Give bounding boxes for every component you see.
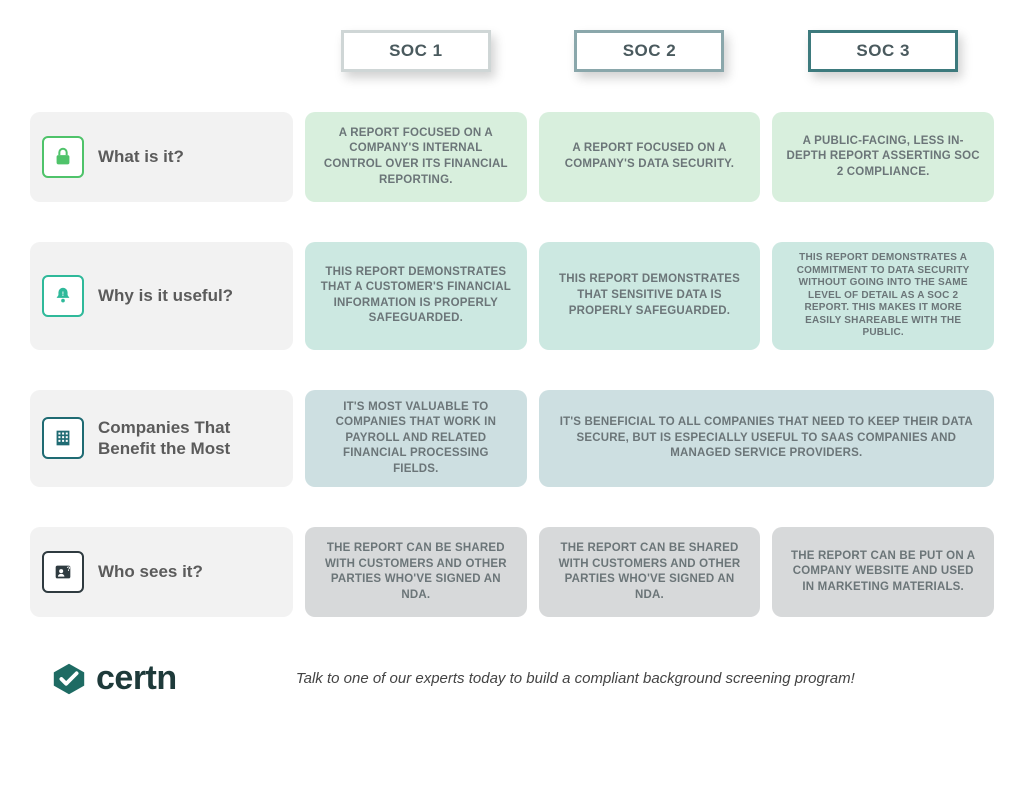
cell-who-soc3: The report can be put on a company websi… — [772, 527, 994, 617]
person-icon: ? — [42, 551, 84, 593]
cell-why-soc3: This report demonstrates a commitment to… — [772, 242, 994, 350]
lock-icon: ? — [42, 136, 84, 178]
cell-who-soc1: The report can be shared with customers … — [305, 527, 527, 617]
cell-what-soc2: A report focused on a company's data sec… — [539, 112, 761, 202]
footer-tagline: Talk to one of our experts today to buil… — [217, 670, 994, 687]
logo-mark-icon — [50, 660, 88, 698]
row-title-why: Why is it useful? — [98, 285, 233, 306]
row-label-who: ? Who sees it? — [30, 527, 293, 617]
row-title-benefit: Companies That Benefit the Most — [98, 417, 275, 460]
footer: certn Talk to one of our experts today t… — [30, 659, 994, 698]
cell-what-soc1: A report focused on a company's internal… — [305, 112, 527, 202]
comparison-table: SOC 1 SOC 2 SOC 3 ? What is it? A report… — [30, 30, 994, 617]
column-header-soc3: SOC 3 — [808, 30, 958, 72]
cell-benefit-soc23: It's beneficial to all companies that ne… — [539, 390, 994, 488]
row-label-what: ? What is it? — [30, 112, 293, 202]
svg-text:!: ! — [62, 291, 64, 298]
cell-why-soc1: This report demonstrates that a customer… — [305, 242, 527, 350]
row-label-why: ! Why is it useful? — [30, 242, 293, 350]
cell-why-soc2: This report demonstrates that sensitive … — [539, 242, 761, 350]
cell-what-soc3: A public-facing, less in-depth report as… — [772, 112, 994, 202]
row-title-what: What is it? — [98, 146, 184, 167]
svg-text:?: ? — [67, 566, 71, 573]
column-header-soc2: SOC 2 — [574, 30, 724, 72]
brand-name: certn — [96, 659, 177, 698]
column-header-soc1: SOC 1 — [341, 30, 491, 72]
building-icon — [42, 417, 84, 459]
header-spacer — [30, 30, 293, 72]
row-title-who: Who sees it? — [98, 561, 203, 582]
bell-icon: ! — [42, 275, 84, 317]
brand-logo: certn — [50, 659, 177, 698]
cell-who-soc2: The report can be shared with customers … — [539, 527, 761, 617]
svg-text:?: ? — [61, 156, 66, 165]
row-label-benefit: Companies That Benefit the Most — [30, 390, 293, 488]
cell-benefit-soc1: It's most valuable to companies that wor… — [305, 390, 527, 488]
